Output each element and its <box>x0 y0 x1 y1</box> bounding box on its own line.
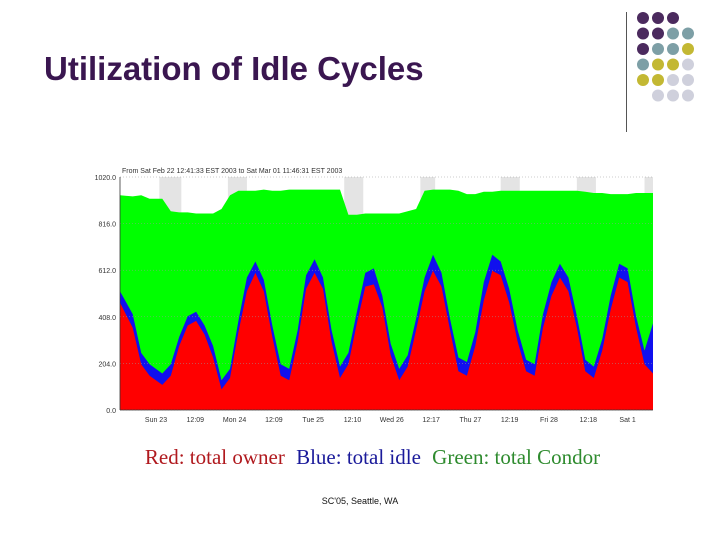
x-tick-label: Mon 24 <box>223 417 246 423</box>
decor-dot <box>682 27 694 40</box>
x-tick-label: 12:09 <box>187 417 205 423</box>
x-tick-label: Tue 25 <box>302 417 324 423</box>
x-tick-label: Sat 1 <box>619 417 635 423</box>
y-tick-label: 612.0 <box>98 268 116 275</box>
decor-dot <box>682 74 694 86</box>
decor-dot <box>652 43 664 55</box>
x-tick-label: 12:19 <box>501 417 519 423</box>
decor-dot <box>682 58 694 71</box>
decor-dot <box>652 89 664 102</box>
decor-dot <box>652 58 664 71</box>
y-tick-label: 408.0 <box>98 315 116 322</box>
slide-footer: SC'05, Seattle, WA <box>321 496 399 506</box>
decor-dot <box>637 74 649 86</box>
chart: 1020.0 816.0 612.0 408.0 204.0 0.0 Sun 23 12:09… <box>82 163 672 428</box>
x-tick-label: Sun 23 <box>145 417 167 423</box>
decor-dot <box>652 74 664 86</box>
decor-dot <box>637 12 649 24</box>
decor-dot <box>637 58 649 71</box>
decor-dot <box>667 74 679 86</box>
x-tick-label: Fri 28 <box>540 417 558 423</box>
decor-divider <box>626 12 627 132</box>
x-tick-label: 12:17 <box>422 417 440 423</box>
decor-dot <box>652 27 664 40</box>
legend-owner: Red: total owner <box>144 445 285 469</box>
decor-dot <box>667 27 679 40</box>
legend-idle: Blue: total idle <box>296 445 421 469</box>
y-tick-label: 0.0 <box>106 408 116 415</box>
decor-dot <box>637 27 649 40</box>
decor-dot <box>667 43 679 55</box>
chart-title: From Sat Feb 22 12:41:33 EST 2003 to Sat… <box>122 168 342 175</box>
decor-dot <box>667 12 679 24</box>
decor-dot <box>652 12 664 24</box>
decor-dot <box>667 89 679 102</box>
legend-condor: Green: total Condor <box>432 445 601 469</box>
decor-dot <box>667 58 679 71</box>
legend-caption: Red: total owner Blue: total idle Green:… <box>0 445 720 470</box>
decor-dot <box>682 43 694 55</box>
y-tick-label: 1020.0 <box>95 175 117 182</box>
x-tick-label: Wed 26 <box>380 417 404 423</box>
chart-svg: 1020.0 816.0 612.0 408.0 204.0 0.0 Sun 23 12:09… <box>95 168 653 424</box>
x-tick-label: 12:10 <box>344 417 362 423</box>
x-tick-label: Thu 27 <box>460 417 482 423</box>
x-tick-label: 12:09 <box>265 417 283 423</box>
y-tick-label: 816.0 <box>98 222 116 229</box>
x-tick-label: 12:18 <box>580 417 598 423</box>
decor-dot <box>682 89 694 102</box>
slide-title: Utilization of Idle Cycles <box>44 50 424 87</box>
decor-dot-grid <box>637 12 694 102</box>
decor-dot <box>637 43 649 55</box>
series-owner-area <box>120 270 653 410</box>
y-tick-label: 204.0 <box>98 361 116 368</box>
